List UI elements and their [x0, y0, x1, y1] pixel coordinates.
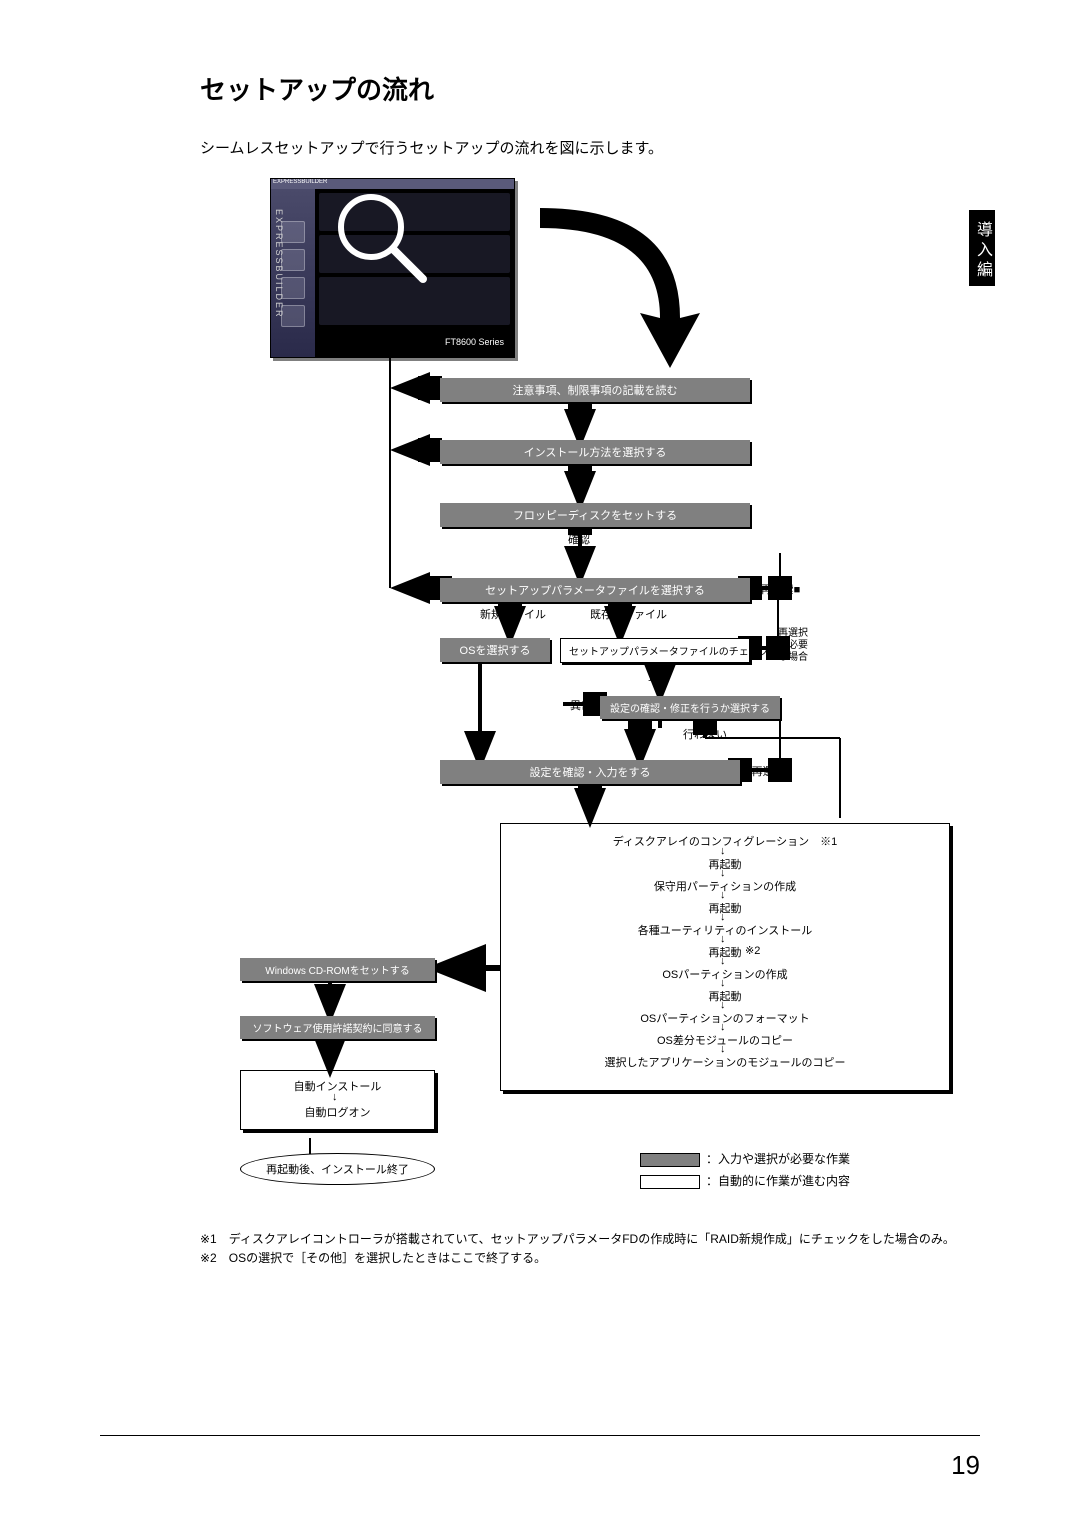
box-license: ソフトウェア使用許諾契約に同意する: [240, 1016, 435, 1039]
label-do: 行う: [628, 726, 650, 742]
footnote-text-2: OSの選択で［その他］を選択したときはここで終了する。: [229, 1249, 546, 1268]
label-abnormal: 異常: [570, 697, 592, 713]
label-no: No: [408, 443, 422, 455]
box-cdrom: Windows CD-ROMをセットする: [240, 958, 435, 981]
legend-white: ：自動的に作業が進む内容: [640, 1172, 850, 1189]
box-confirm-input: 設定を確認・入力をする: [440, 760, 740, 784]
box-select-method: インストール方法を選択する: [440, 440, 750, 464]
page-number: 19: [951, 1450, 980, 1481]
oval-complete: 再起動後、インストール終了: [240, 1153, 435, 1185]
page-rule: [100, 1435, 980, 1436]
box-read-notes: 注意事項、制限事項の記載を読む: [440, 378, 750, 402]
label-normal: 正常: [648, 668, 670, 684]
sidebar-brand-text: EXPRESSBUILDER: [274, 209, 284, 319]
box-os-select: OSを選択する: [440, 638, 550, 662]
box-param-check: セットアップパラメータファイルのチェック: [560, 638, 750, 663]
legend-gray: ：入力や選択が必要な作業: [640, 1150, 850, 1167]
page-title: セットアップの流れ: [200, 70, 980, 107]
ref2-marker: ※2: [745, 944, 760, 957]
label-new-file: 新規ファイル: [480, 606, 546, 622]
auto-app-copy: 選択したアプリケーションのモジュールのコピー: [510, 1054, 940, 1070]
label-ok: OK: [582, 790, 598, 802]
curved-arrow-icon: [520, 198, 720, 378]
label-back: 戻る: [405, 381, 427, 397]
label-reselect-needed: 再選択 が必要 な場合: [778, 628, 808, 664]
label-reselect: ■再選択■: [745, 763, 791, 779]
label-stop: 中止: [410, 581, 432, 597]
auto-logon: 自動ログオン: [245, 1104, 430, 1120]
box-set-floppy: フロッピーディスクをセットする: [440, 503, 750, 527]
box-confirm-fix: 設定の確認・修正を行うか選択する: [600, 696, 780, 719]
label-existing: 既存のファイル: [590, 606, 667, 622]
sidebar-icon: [281, 277, 305, 299]
label-confirm2: 確認: [568, 531, 590, 547]
footnote-marker-2: ※2: [200, 1249, 217, 1268]
box-param-select: セットアップパラメータファイルを選択する: [440, 578, 750, 602]
down-arrow-icon: ↓: [332, 1092, 338, 1103]
setup-flowchart: EXPRESSBUILDER EXPRESSBUILDER: [220, 178, 960, 1218]
sidebar-icon: [281, 305, 305, 327]
section-tab: 導入編: [969, 210, 995, 286]
page-subtitle: シームレスセットアップで行うセットアップの流れを図に示します。: [200, 137, 980, 158]
label-confirm: 確認: [568, 406, 590, 422]
auto-install: 自動インストール: [245, 1078, 430, 1094]
label-not-do: 行わない: [683, 726, 727, 742]
footnotes: ※1 ディスクアレイコントローラが搭載されていて、セットアップパラメータFDの作…: [200, 1230, 980, 1268]
screenshot-sidebar: EXPRESSBUILDER: [271, 189, 315, 357]
footnote-text-1: ディスクアレイコントローラが搭載されていて、セットアップパラメータFDの作成時に…: [229, 1230, 955, 1249]
label-yes: Yes: [570, 468, 588, 480]
sidebar-icon: [281, 249, 305, 271]
sidebar-icon: [281, 221, 305, 243]
footnote-marker-1: ※1: [200, 1230, 217, 1249]
magnifier-icon: [331, 187, 431, 287]
label-research: ■再検索■: [754, 581, 800, 597]
screenshot-panel: EXPRESSBUILDER EXPRESSBUILDER: [270, 178, 515, 358]
series-label: FT8600 Series: [319, 337, 510, 353]
